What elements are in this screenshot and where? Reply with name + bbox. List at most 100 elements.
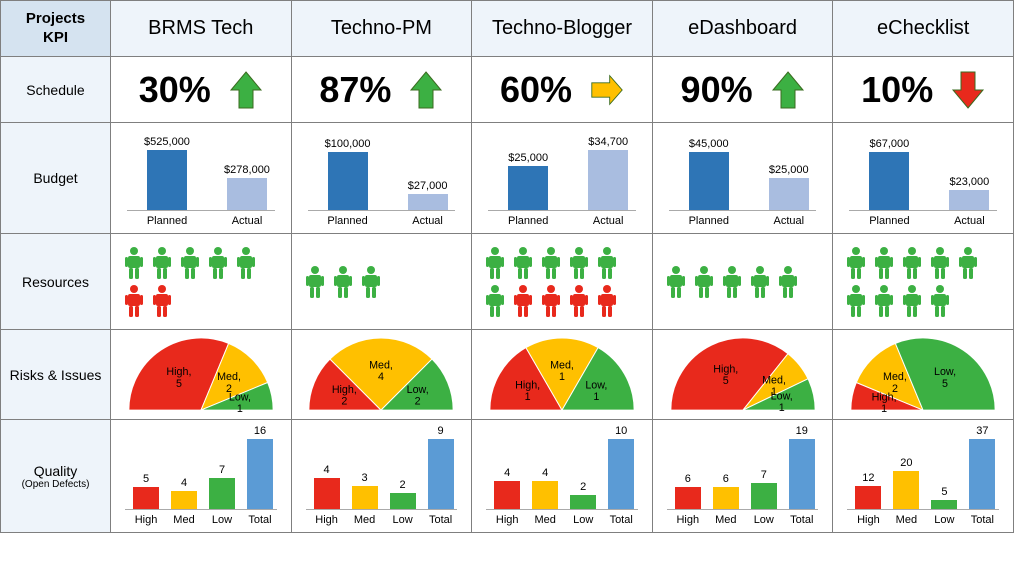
risks-cell: High,2Med,4Low,2 xyxy=(291,330,472,420)
quality-bar-value: 4 xyxy=(310,464,344,476)
schedule-percent: 87% xyxy=(319,69,391,111)
quality-bar-label: Med xyxy=(707,514,745,526)
risk-gauge: High,1Med,2Low,5 xyxy=(843,336,1003,414)
person-icon xyxy=(512,246,534,280)
risk-slice-label: High, xyxy=(166,366,191,378)
risk-slice-label: Med, xyxy=(883,371,907,383)
quality-chart: 66719 HighMedLowTotal xyxy=(659,424,827,528)
quality-bar xyxy=(352,486,378,509)
budget-actual-value: $27,000 xyxy=(400,180,456,192)
arrow-up-icon xyxy=(771,70,805,110)
budget-actual-bar xyxy=(588,150,628,210)
budget-planned-value: $45,000 xyxy=(681,138,737,150)
risk-slice-label: Low, xyxy=(229,391,251,403)
budget-actual-value: $34,700 xyxy=(580,136,636,148)
quality-bar xyxy=(893,471,919,509)
person-icon xyxy=(568,284,590,318)
person-icon xyxy=(235,246,257,280)
arrow-right-icon xyxy=(590,70,624,110)
person-icon xyxy=(540,284,562,318)
risks-cell: High,1Med,1Low,1 xyxy=(472,330,653,420)
person-icon xyxy=(360,265,382,299)
person-icon xyxy=(512,284,534,318)
person-icon xyxy=(540,246,562,280)
schedule-cell: 10% xyxy=(833,57,1014,123)
quality-bar-label: Total xyxy=(602,514,640,526)
budget-actual-value: $25,000 xyxy=(761,164,817,176)
quality-bar-value: 3 xyxy=(348,472,382,484)
quality-cell: 54716 HighMedLowTotal xyxy=(111,420,292,533)
row-label-quality: Quality (Open Defects) xyxy=(1,420,111,533)
kpi-dashboard-table: Projects KPI BRMS Tech Techno-PM Techno-… xyxy=(0,0,1014,533)
budget-planned-label: Planned xyxy=(318,215,378,227)
risks-cell: High,1Med,2Low,5 xyxy=(833,330,1014,420)
budget-cell: $100,000 $27,000 Planned Actual xyxy=(291,123,472,234)
risk-slice-label: High, xyxy=(332,384,357,396)
person-icon xyxy=(845,284,867,318)
budget-planned-value: $100,000 xyxy=(320,138,376,150)
budget-row: Budget $525,000 $278,000 Planned Actual … xyxy=(1,123,1014,234)
budget-planned-bar xyxy=(147,150,187,210)
risk-slice-label: Med, xyxy=(217,371,241,383)
risk-slice-value: 5 xyxy=(722,375,728,387)
resources-cell xyxy=(111,234,292,330)
quality-bar-value: 2 xyxy=(386,479,420,491)
person-icon xyxy=(484,284,506,318)
quality-chart: 1220537 HighMedLowTotal xyxy=(839,424,1007,528)
quality-bar xyxy=(390,493,416,509)
budget-cell: $25,000 $34,700 Planned Actual xyxy=(472,123,653,234)
quality-chart: 4329 HighMedLowTotal xyxy=(298,424,466,528)
risk-slice-value: 1 xyxy=(237,403,243,414)
budget-planned-bar xyxy=(328,152,368,210)
person-icon xyxy=(151,284,173,318)
quality-bar-value: 7 xyxy=(747,469,781,481)
budget-planned-bar xyxy=(508,166,548,210)
arrow-up-icon xyxy=(409,70,443,110)
person-icon xyxy=(929,246,951,280)
row-label-quality-sub: (Open Defects) xyxy=(1,479,110,490)
budget-planned-label: Planned xyxy=(498,215,558,227)
risk-slice-label: Low, xyxy=(934,366,956,378)
budget-actual-label: Actual xyxy=(939,215,999,227)
risk-gauge: High,5Med,1Low,1 xyxy=(663,336,823,414)
quality-bar xyxy=(247,439,273,509)
resources-cell xyxy=(652,234,833,330)
budget-planned-value: $67,000 xyxy=(861,138,917,150)
quality-bar-label: Total xyxy=(963,514,1001,526)
risk-slice-value: 1 xyxy=(525,391,531,403)
schedule-cell: 60% xyxy=(472,57,653,123)
resources-cell xyxy=(472,234,653,330)
quality-bar xyxy=(608,439,634,509)
quality-bar-value: 20 xyxy=(889,457,923,469)
people-row xyxy=(476,284,648,318)
person-icon xyxy=(873,284,895,318)
quality-bar xyxy=(855,486,881,509)
header-row: Projects KPI BRMS Tech Techno-PM Techno-… xyxy=(1,1,1014,57)
risk-slice-value: 4 xyxy=(378,371,384,383)
quality-cell: 1220537 HighMedLowTotal xyxy=(833,420,1014,533)
project-header-4: eChecklist xyxy=(833,1,1014,57)
person-icon xyxy=(665,265,687,299)
person-icon xyxy=(873,246,895,280)
risk-slice-value: 2 xyxy=(892,383,898,395)
quality-bar xyxy=(969,439,995,509)
risks-row: Risks & Issues High,5Med,2Low,1 High,2Me… xyxy=(1,330,1014,420)
person-icon xyxy=(749,265,771,299)
budget-actual-bar xyxy=(769,178,809,210)
quality-bar-value: 2 xyxy=(566,481,600,493)
person-icon xyxy=(123,246,145,280)
person-icon xyxy=(123,284,145,318)
person-icon xyxy=(901,246,923,280)
quality-bar-value: 6 xyxy=(671,473,705,485)
quality-bar-label: Low xyxy=(745,514,783,526)
quality-bar-label: Low xyxy=(384,514,422,526)
row-label-risks: Risks & Issues xyxy=(1,330,111,420)
quality-bar-value: 10 xyxy=(604,425,638,437)
quality-bar-label: High xyxy=(308,514,346,526)
corner-cell: Projects KPI xyxy=(1,1,111,57)
quality-bar-label: High xyxy=(127,514,165,526)
quality-bar xyxy=(171,491,197,509)
people-row xyxy=(115,246,287,280)
quality-bar xyxy=(314,478,340,509)
people-row xyxy=(657,265,829,299)
